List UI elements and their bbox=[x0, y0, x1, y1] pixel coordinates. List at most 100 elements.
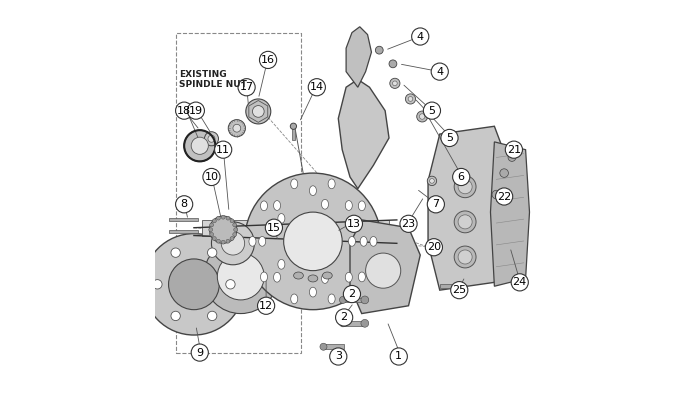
Text: 24: 24 bbox=[512, 277, 527, 287]
FancyBboxPatch shape bbox=[292, 126, 295, 140]
Circle shape bbox=[308, 79, 326, 96]
Circle shape bbox=[361, 320, 369, 327]
Circle shape bbox=[212, 219, 216, 223]
Circle shape bbox=[221, 215, 225, 219]
Circle shape bbox=[412, 28, 429, 45]
Text: 5: 5 bbox=[428, 106, 435, 116]
Ellipse shape bbox=[349, 237, 356, 246]
Circle shape bbox=[458, 180, 472, 194]
FancyBboxPatch shape bbox=[323, 344, 344, 349]
Text: 5: 5 bbox=[446, 133, 453, 143]
Circle shape bbox=[258, 297, 274, 314]
Circle shape bbox=[260, 51, 276, 68]
Circle shape bbox=[253, 106, 264, 117]
Polygon shape bbox=[350, 220, 420, 314]
Polygon shape bbox=[338, 79, 389, 189]
Text: 22: 22 bbox=[497, 191, 511, 202]
Circle shape bbox=[492, 190, 500, 199]
Circle shape bbox=[171, 248, 181, 257]
Circle shape bbox=[441, 129, 458, 147]
Circle shape bbox=[375, 46, 383, 54]
Circle shape bbox=[454, 246, 476, 268]
Text: 9: 9 bbox=[196, 347, 203, 358]
Circle shape bbox=[345, 215, 363, 232]
Ellipse shape bbox=[323, 272, 332, 279]
Circle shape bbox=[204, 132, 218, 146]
Circle shape bbox=[284, 212, 342, 271]
Text: 4: 4 bbox=[416, 31, 424, 42]
Circle shape bbox=[216, 216, 221, 220]
Text: 25: 25 bbox=[452, 285, 466, 295]
Text: 12: 12 bbox=[259, 301, 273, 311]
Circle shape bbox=[265, 219, 283, 236]
Circle shape bbox=[390, 78, 400, 88]
Circle shape bbox=[390, 348, 407, 365]
Circle shape bbox=[208, 135, 215, 142]
Circle shape bbox=[207, 311, 217, 321]
Circle shape bbox=[233, 124, 241, 132]
Circle shape bbox=[454, 176, 476, 198]
Circle shape bbox=[426, 239, 442, 256]
Circle shape bbox=[508, 154, 516, 162]
Ellipse shape bbox=[328, 294, 335, 304]
Text: 14: 14 bbox=[310, 82, 324, 92]
Text: 3: 3 bbox=[335, 351, 342, 362]
Ellipse shape bbox=[278, 259, 285, 269]
Circle shape bbox=[169, 259, 219, 310]
Ellipse shape bbox=[290, 179, 298, 189]
Circle shape bbox=[427, 176, 437, 185]
Circle shape bbox=[184, 130, 216, 162]
Circle shape bbox=[188, 102, 204, 119]
Circle shape bbox=[454, 211, 476, 233]
Ellipse shape bbox=[274, 272, 281, 282]
Ellipse shape bbox=[309, 287, 316, 297]
Circle shape bbox=[209, 228, 213, 231]
Circle shape bbox=[330, 348, 347, 365]
Circle shape bbox=[430, 178, 434, 183]
Circle shape bbox=[171, 311, 181, 321]
Circle shape bbox=[211, 222, 254, 265]
Polygon shape bbox=[346, 27, 372, 87]
Circle shape bbox=[511, 274, 528, 291]
Circle shape bbox=[340, 296, 346, 303]
Ellipse shape bbox=[321, 199, 328, 209]
FancyBboxPatch shape bbox=[202, 220, 389, 235]
Circle shape bbox=[458, 250, 472, 264]
Circle shape bbox=[408, 97, 413, 101]
Circle shape bbox=[207, 248, 217, 257]
Ellipse shape bbox=[259, 237, 266, 246]
Circle shape bbox=[176, 102, 192, 119]
Circle shape bbox=[458, 215, 472, 229]
Circle shape bbox=[416, 111, 428, 122]
Circle shape bbox=[216, 239, 221, 243]
Ellipse shape bbox=[249, 237, 256, 246]
Circle shape bbox=[233, 233, 237, 237]
Circle shape bbox=[215, 141, 232, 158]
Text: 21: 21 bbox=[507, 145, 521, 155]
Circle shape bbox=[191, 137, 209, 154]
Circle shape bbox=[191, 344, 209, 361]
Circle shape bbox=[431, 63, 448, 80]
Circle shape bbox=[430, 242, 441, 252]
Circle shape bbox=[451, 281, 468, 299]
FancyBboxPatch shape bbox=[440, 284, 465, 288]
Ellipse shape bbox=[358, 201, 365, 211]
Circle shape bbox=[221, 231, 244, 255]
Text: 19: 19 bbox=[189, 106, 203, 116]
Text: 11: 11 bbox=[216, 145, 230, 155]
Circle shape bbox=[361, 296, 369, 304]
Circle shape bbox=[221, 240, 225, 244]
Circle shape bbox=[230, 237, 234, 241]
FancyBboxPatch shape bbox=[169, 230, 198, 233]
Ellipse shape bbox=[345, 201, 352, 210]
Circle shape bbox=[400, 215, 417, 232]
Circle shape bbox=[344, 285, 360, 303]
Ellipse shape bbox=[260, 201, 267, 211]
Circle shape bbox=[405, 94, 416, 104]
Circle shape bbox=[335, 309, 353, 326]
Ellipse shape bbox=[321, 274, 328, 283]
Circle shape bbox=[453, 169, 470, 185]
Polygon shape bbox=[491, 142, 529, 286]
Circle shape bbox=[209, 216, 237, 243]
Circle shape bbox=[204, 239, 278, 314]
